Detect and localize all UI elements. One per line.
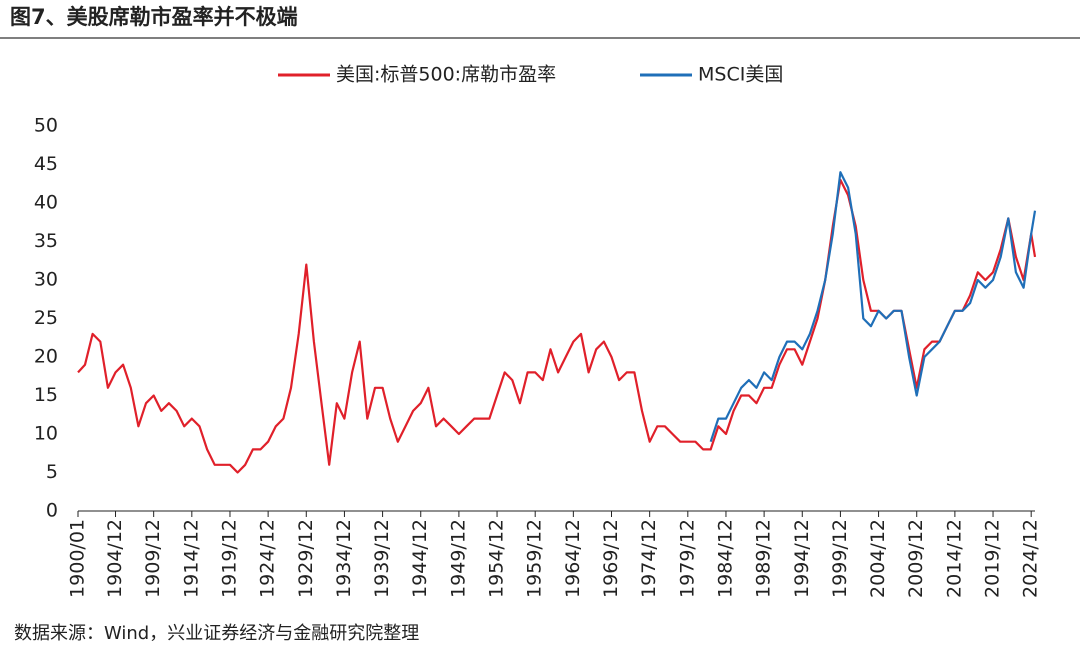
x-tick-label: 2009/12 [905, 519, 927, 598]
x-tick-label: 2004/12 [867, 519, 889, 598]
x-tick-label: 1914/12 [180, 519, 202, 598]
y-tick-label: 30 [34, 269, 58, 291]
x-tick-label: 1929/12 [295, 519, 317, 598]
x-tick-label: 1919/12 [218, 519, 240, 598]
y-tick-label: 35 [34, 230, 58, 252]
x-tick-label: 1900/01 [67, 519, 89, 598]
x-tick-label: 1934/12 [333, 519, 355, 598]
y-tick-label: 20 [34, 346, 58, 368]
legend-label: 美国:标普500:席勒市盈率 [336, 64, 556, 86]
x-tick-label: 1909/12 [142, 519, 164, 598]
x-tick-label: 1984/12 [714, 519, 736, 598]
x-tick-label: 1964/12 [562, 519, 584, 598]
y-tick-label: 45 [34, 153, 58, 175]
x-tick-label: 1939/12 [371, 519, 393, 598]
x-tick-label: 1904/12 [104, 519, 126, 598]
x-tick-label: 1974/12 [638, 519, 660, 598]
chart-title: 图7、美股席勒市盈率并不极端 [10, 5, 298, 29]
legend-label: MSCI美国 [698, 64, 783, 86]
y-tick-label: 0 [46, 500, 58, 522]
series-line [709, 171, 1037, 443]
y-tick-label: 10 [34, 423, 58, 445]
x-tick-label: 2024/12 [1020, 519, 1042, 598]
source-note: 数据来源：Wind，兴业证券经济与金融研究院整理 [14, 623, 419, 644]
x-tick-label: 1959/12 [524, 519, 546, 598]
y-tick-label: 15 [34, 384, 58, 406]
x-tick-label: 1979/12 [676, 519, 698, 598]
x-tick-label: 1949/12 [447, 519, 469, 598]
series-line [77, 178, 1037, 474]
y-tick-label: 40 [34, 192, 58, 214]
x-tick-label: 1969/12 [600, 519, 622, 598]
x-tick-label: 1999/12 [829, 519, 851, 598]
y-tick-label: 25 [34, 307, 58, 329]
x-tick-label: 1954/12 [486, 519, 508, 598]
x-tick-label: 1994/12 [791, 519, 813, 598]
x-tick-label: 1944/12 [409, 519, 431, 598]
y-tick-label: 50 [34, 115, 58, 137]
y-tick-label: 5 [46, 461, 58, 483]
x-tick-label: 1989/12 [753, 519, 775, 598]
x-tick-label: 1924/12 [257, 519, 279, 598]
x-tick-label: 2014/12 [943, 519, 965, 598]
x-tick-label: 2019/12 [982, 519, 1004, 598]
